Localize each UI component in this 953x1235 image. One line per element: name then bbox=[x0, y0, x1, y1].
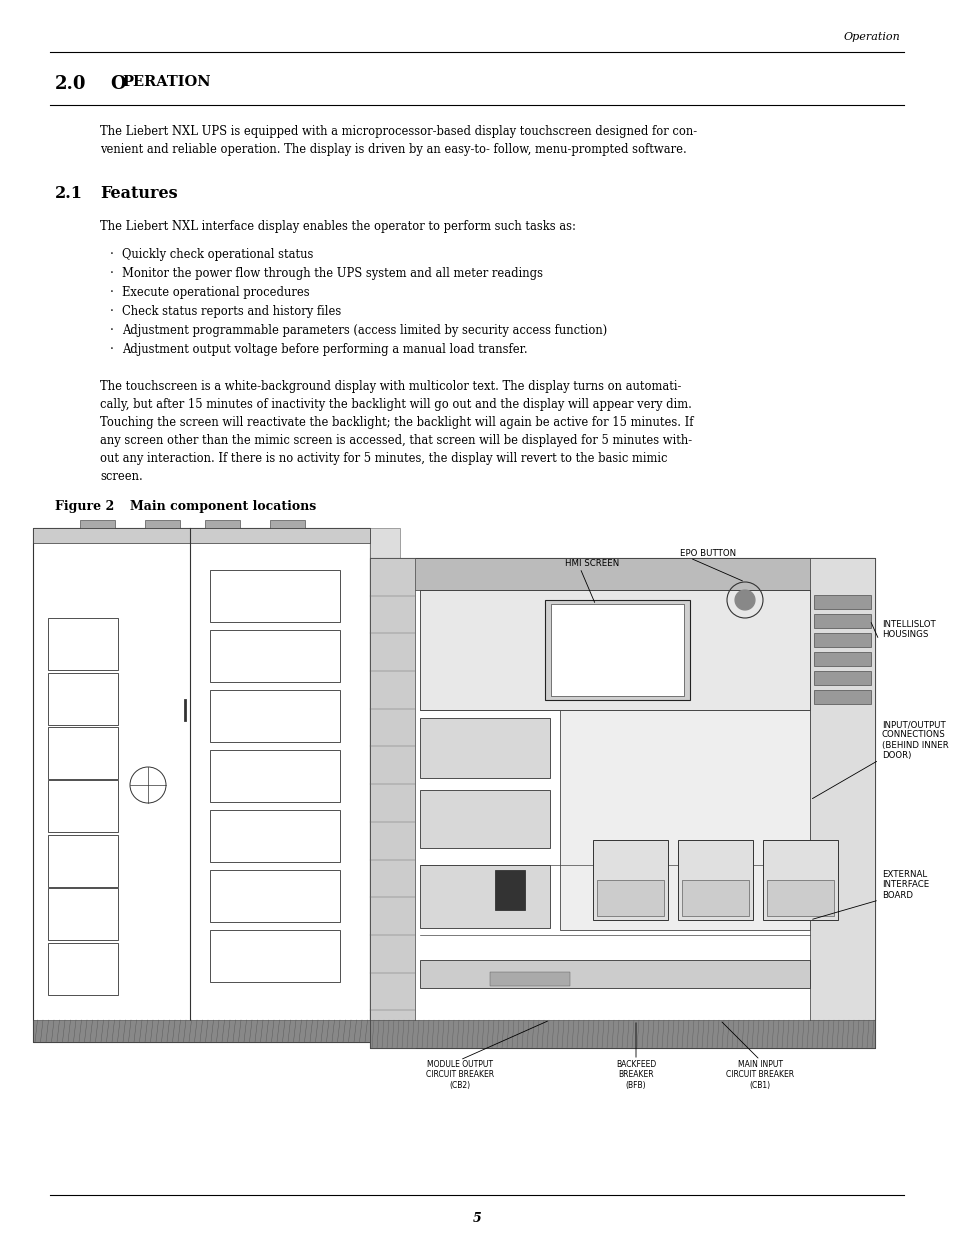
Bar bbox=[544, 600, 689, 700]
Bar bbox=[678, 840, 752, 920]
Bar bbox=[145, 520, 180, 529]
Bar bbox=[370, 558, 415, 1049]
Text: INTELLISLOT
HOUSINGS: INTELLISLOT HOUSINGS bbox=[882, 620, 935, 640]
Bar bbox=[419, 790, 550, 848]
Bar bbox=[419, 590, 809, 710]
Text: out any interaction. If there is no activity for 5 minutes, the display will rev: out any interaction. If there is no acti… bbox=[100, 452, 667, 466]
Text: The Liebert NXL UPS is equipped with a microprocessor-based display touchscreen : The Liebert NXL UPS is equipped with a m… bbox=[100, 125, 697, 138]
Text: O: O bbox=[110, 75, 126, 93]
Bar bbox=[48, 888, 118, 940]
Text: BACKFEED
BREAKER
(BFB): BACKFEED BREAKER (BFB) bbox=[616, 1060, 656, 1089]
Text: The Liebert NXL interface display enables the operator to perform such tasks as:: The Liebert NXL interface display enable… bbox=[100, 220, 576, 233]
Bar bbox=[48, 835, 118, 887]
Bar bbox=[813, 671, 870, 685]
Bar bbox=[210, 630, 339, 682]
Text: 5: 5 bbox=[472, 1212, 481, 1224]
Text: MODULE OUTPUT
CIRCUIT BREAKER
(CB2): MODULE OUTPUT CIRCUIT BREAKER (CB2) bbox=[425, 1060, 494, 1089]
Bar bbox=[813, 652, 870, 666]
Text: Monitor the power flow through the UPS system and all meter readings: Monitor the power flow through the UPS s… bbox=[122, 267, 542, 280]
Bar bbox=[270, 520, 305, 529]
Text: ·: · bbox=[110, 248, 113, 261]
Text: 2.1: 2.1 bbox=[55, 185, 83, 203]
Text: Figure 2: Figure 2 bbox=[55, 500, 114, 513]
Bar bbox=[48, 618, 118, 671]
Bar bbox=[762, 840, 837, 920]
Text: ·: · bbox=[110, 305, 113, 317]
Bar bbox=[490, 972, 569, 986]
Bar bbox=[681, 881, 748, 916]
Bar bbox=[33, 529, 370, 1042]
Bar bbox=[370, 558, 874, 1049]
Bar bbox=[210, 930, 339, 982]
Bar bbox=[593, 840, 667, 920]
Bar bbox=[551, 604, 683, 697]
Text: Check status reports and history files: Check status reports and history files bbox=[122, 305, 341, 317]
Bar bbox=[559, 710, 809, 930]
Bar bbox=[597, 881, 663, 916]
Bar bbox=[210, 571, 339, 622]
Bar bbox=[48, 727, 118, 779]
Bar bbox=[210, 869, 339, 923]
Bar bbox=[370, 529, 399, 1042]
Text: INPUT/OUTPUT
CONNECTIONS
(BEHIND INNER
DOOR): INPUT/OUTPUT CONNECTIONS (BEHIND INNER D… bbox=[882, 720, 947, 761]
Text: screen.: screen. bbox=[100, 471, 143, 483]
Bar bbox=[495, 869, 524, 910]
Text: venient and reliable operation. The display is driven by an easy-to- follow, men: venient and reliable operation. The disp… bbox=[100, 143, 686, 156]
Bar bbox=[80, 520, 115, 529]
Text: Execute operational procedures: Execute operational procedures bbox=[122, 287, 310, 299]
Text: Main component locations: Main component locations bbox=[130, 500, 315, 513]
Text: Quickly check operational status: Quickly check operational status bbox=[122, 248, 313, 261]
Bar bbox=[33, 1020, 370, 1042]
Text: ·: · bbox=[110, 343, 113, 356]
Bar bbox=[48, 781, 118, 832]
Bar bbox=[370, 558, 874, 590]
Bar bbox=[33, 529, 370, 543]
Text: ·: · bbox=[110, 287, 113, 299]
Bar bbox=[419, 864, 550, 927]
Bar bbox=[813, 614, 870, 629]
Bar bbox=[205, 520, 240, 529]
Bar bbox=[210, 750, 339, 802]
Text: Adjustment output voltage before performing a manual load transfer.: Adjustment output voltage before perform… bbox=[122, 343, 527, 356]
Text: ·: · bbox=[110, 324, 113, 337]
Bar bbox=[419, 718, 550, 778]
Text: MAIN INPUT
CIRCUIT BREAKER
(CB1): MAIN INPUT CIRCUIT BREAKER (CB1) bbox=[725, 1060, 793, 1089]
Bar bbox=[210, 690, 339, 742]
Text: Operation: Operation bbox=[842, 32, 899, 42]
Text: Features: Features bbox=[100, 185, 177, 203]
Text: EXTERNAL
INTERFACE
BOARD: EXTERNAL INTERFACE BOARD bbox=[882, 869, 928, 900]
Text: 2.0: 2.0 bbox=[55, 75, 87, 93]
Text: ·: · bbox=[110, 267, 113, 280]
Bar bbox=[813, 634, 870, 647]
Text: The touchscreen is a white-background display with multicolor text. The display : The touchscreen is a white-background di… bbox=[100, 380, 680, 393]
Bar bbox=[419, 960, 809, 988]
Bar bbox=[813, 690, 870, 704]
Bar bbox=[813, 595, 870, 609]
Bar bbox=[766, 881, 833, 916]
Bar bbox=[210, 810, 339, 862]
Text: any screen other than the mimic screen is accessed, that screen will be displaye: any screen other than the mimic screen i… bbox=[100, 433, 691, 447]
Circle shape bbox=[735, 590, 754, 610]
Text: Touching the screen will reactivate the backlight; the backlight will again be a: Touching the screen will reactivate the … bbox=[100, 416, 693, 429]
Text: HMI SCREEN: HMI SCREEN bbox=[564, 559, 618, 568]
Text: EPO BUTTON: EPO BUTTON bbox=[679, 550, 736, 558]
Bar bbox=[809, 558, 874, 1049]
Bar bbox=[370, 1020, 874, 1049]
Text: Adjustment programmable parameters (access limited by security access function): Adjustment programmable parameters (acce… bbox=[122, 324, 607, 337]
Bar bbox=[48, 673, 118, 725]
Bar bbox=[48, 944, 118, 995]
Text: PERATION: PERATION bbox=[122, 75, 211, 89]
Text: cally, but after 15 minutes of inactivity the backlight will go out and the disp: cally, but after 15 minutes of inactivit… bbox=[100, 398, 691, 411]
